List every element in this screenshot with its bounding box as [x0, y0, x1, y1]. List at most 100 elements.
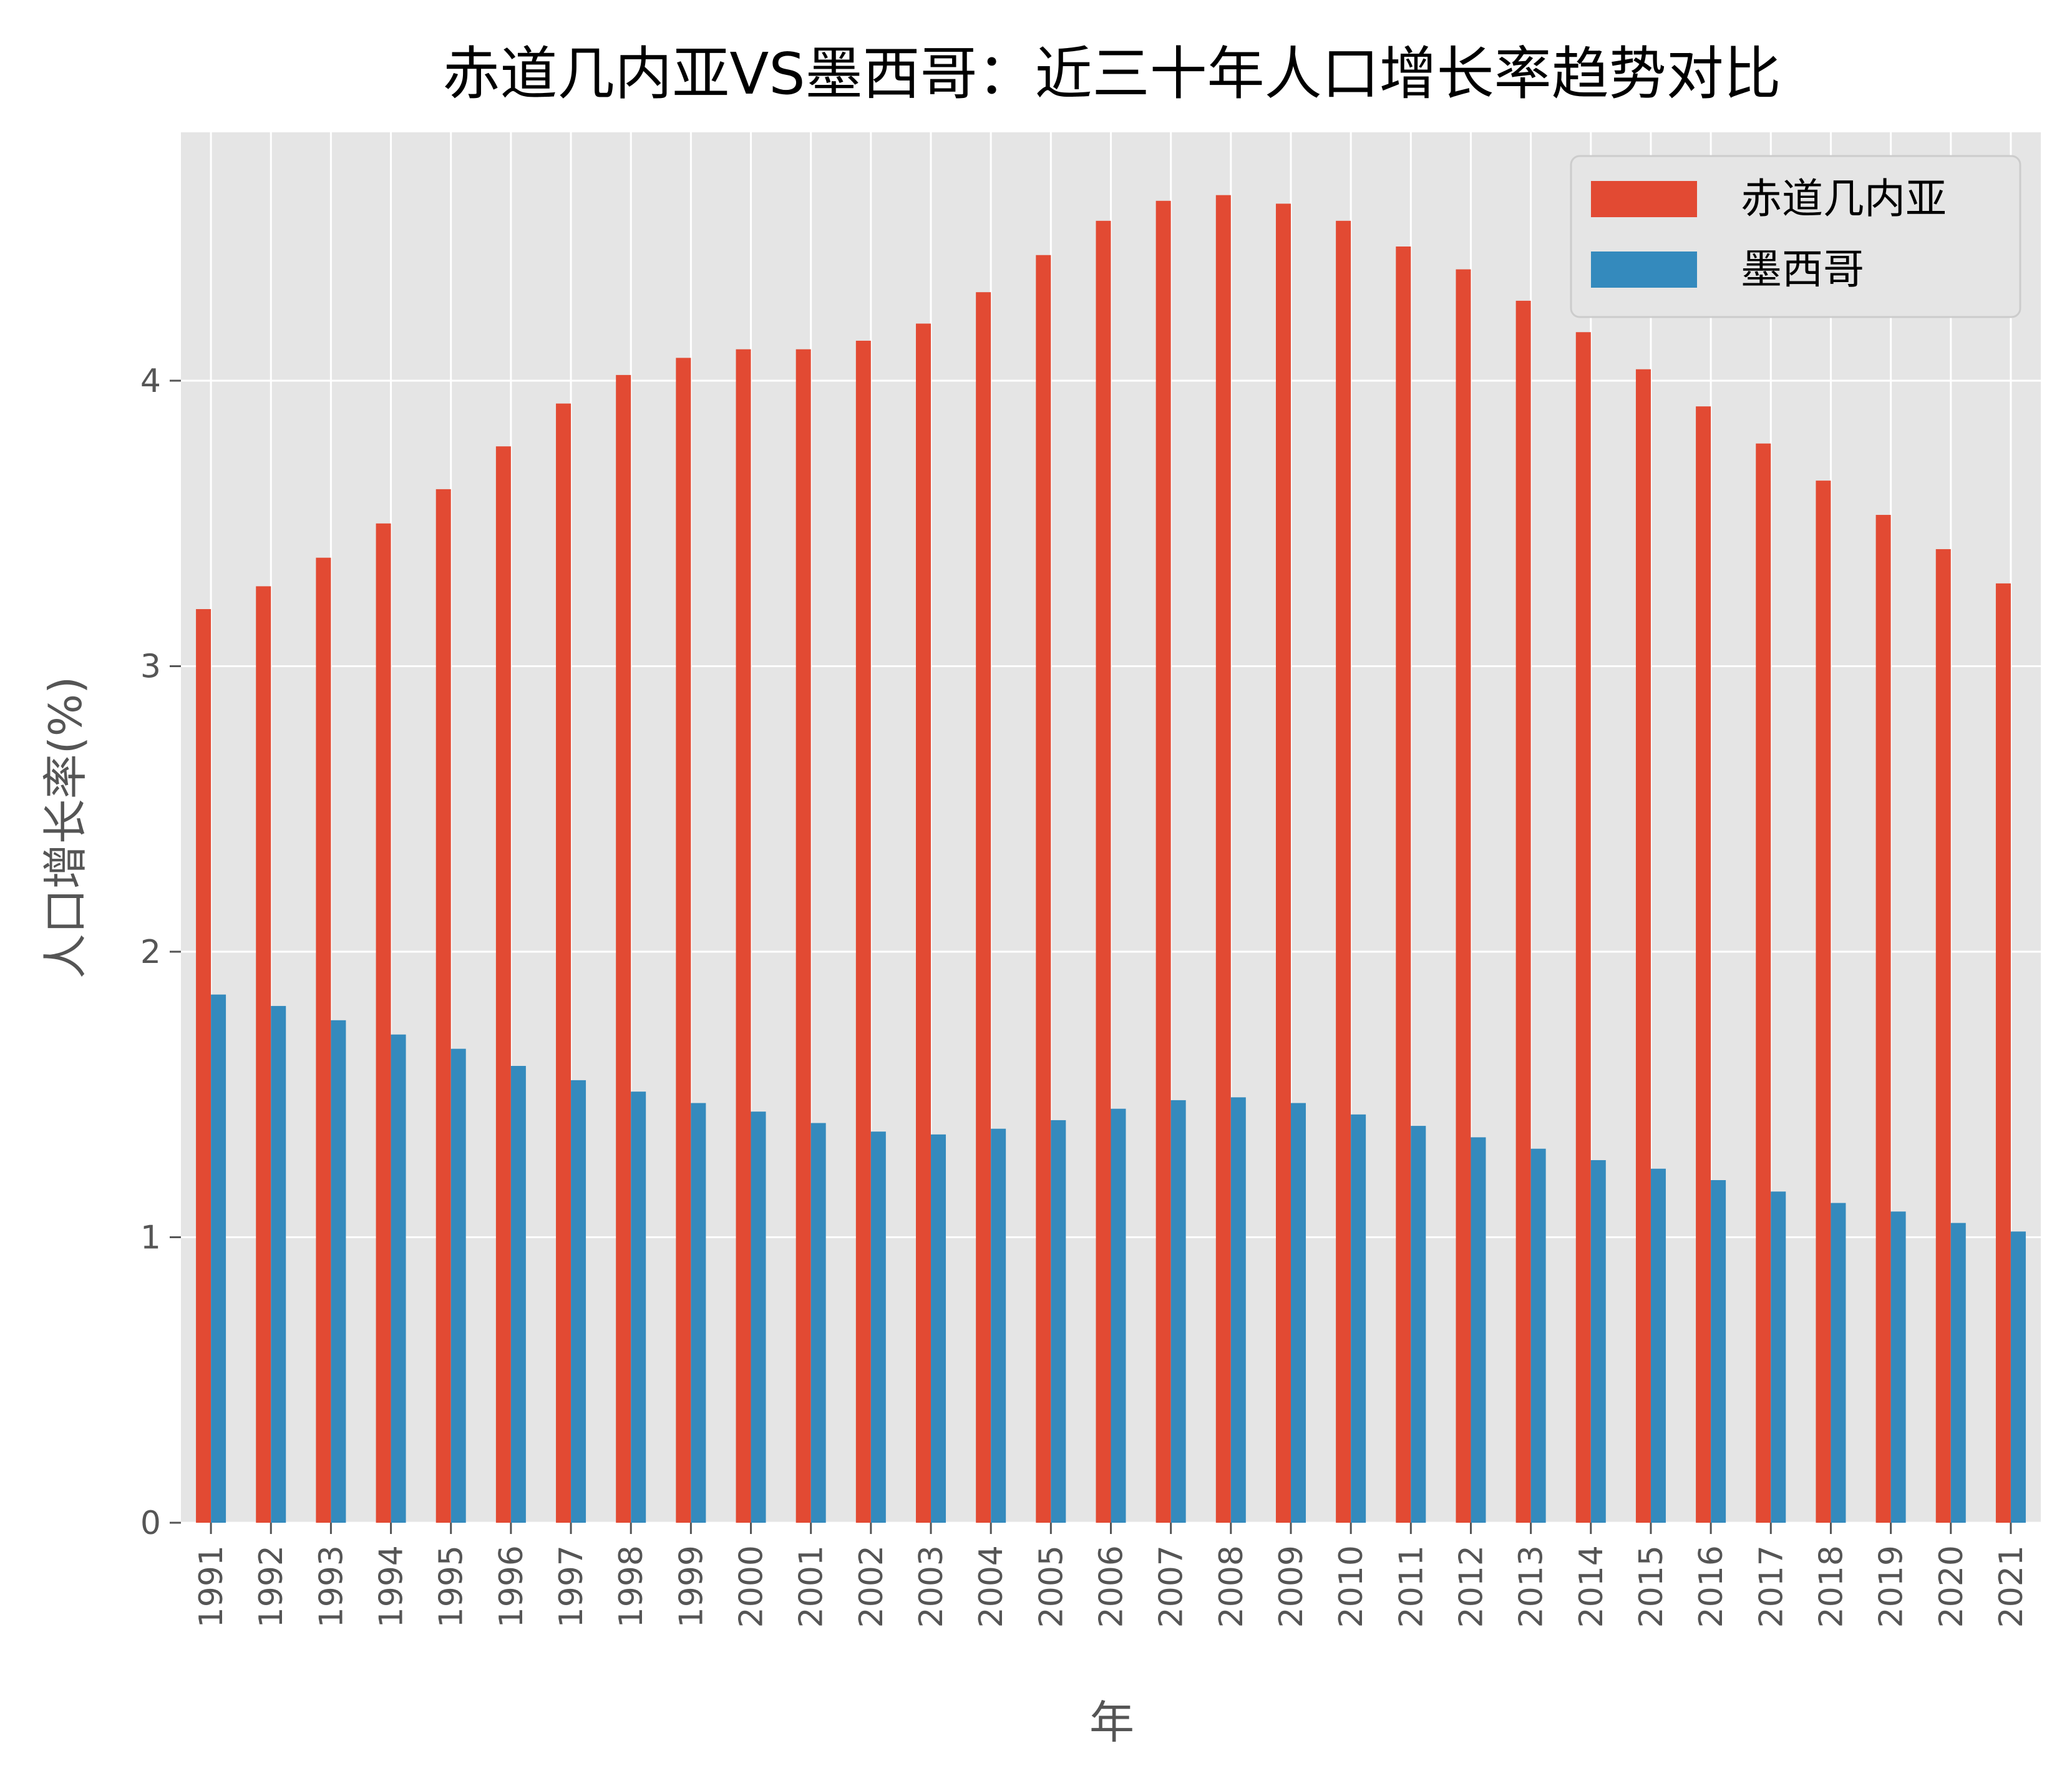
bar-mexico	[810, 1123, 826, 1523]
bar-equatorial-guinea	[556, 403, 572, 1523]
chart-title: 赤道几内亚VS墨西哥：近三十年人口增长率趋势对比	[442, 41, 1781, 107]
bar-equatorial-guinea	[1155, 200, 1171, 1523]
x-tick-label: 1994	[373, 1545, 411, 1628]
bar-equatorial-guinea	[1336, 220, 1351, 1523]
bar-mexico	[691, 1103, 706, 1523]
bar-equatorial-guinea	[1756, 443, 1771, 1523]
bar-equatorial-guinea	[1275, 203, 1291, 1523]
bar-equatorial-guinea	[1515, 300, 1531, 1523]
bar-mexico	[1831, 1203, 1846, 1523]
x-tick-label: 2016	[1693, 1545, 1730, 1628]
bar-mexico	[1411, 1126, 1426, 1523]
x-tick-label: 2001	[793, 1545, 830, 1628]
legend-swatch-mexico	[1591, 252, 1697, 288]
x-tick-label: 2007	[1153, 1545, 1190, 1628]
bar-mexico	[1711, 1180, 1726, 1523]
x-tick-label: 2020	[1933, 1545, 1970, 1628]
bar-equatorial-guinea	[736, 349, 751, 1523]
x-tick-label: 2009	[1273, 1545, 1310, 1628]
x-tick-label: 1993	[313, 1545, 350, 1628]
bar-mexico	[391, 1034, 406, 1523]
bar-mexico	[1351, 1114, 1366, 1523]
x-tick-label: 2017	[1753, 1545, 1790, 1628]
bar-mexico	[1290, 1103, 1306, 1523]
x-tick-label: 2014	[1573, 1545, 1610, 1628]
legend-label-mexico: 墨西哥	[1741, 245, 1864, 293]
bar-equatorial-guinea	[916, 323, 931, 1523]
x-axis: 1991 1992 1993 1994 1995 1996 1997 1998 1999 2000…	[193, 1523, 2030, 1628]
bar-equatorial-guinea	[495, 446, 511, 1523]
legend-label-equatorial-guinea: 赤道几内亚	[1741, 175, 1947, 223]
bar-mexico	[1650, 1168, 1666, 1523]
bar-mexico	[510, 1066, 526, 1523]
x-tick-label: 2013	[1513, 1545, 1550, 1628]
y-tick-label: 1	[140, 1219, 161, 1257]
bar-mexico	[931, 1134, 946, 1523]
legend-swatch-equatorial-guinea	[1591, 181, 1697, 217]
bar-mexico	[1170, 1100, 1186, 1523]
x-tick-label: 2018	[1812, 1545, 1850, 1628]
x-tick-label: 2019	[1873, 1545, 1910, 1628]
x-tick-label: 1991	[193, 1545, 230, 1628]
bar-equatorial-guinea	[1215, 195, 1231, 1523]
x-tick-label: 1995	[433, 1545, 470, 1628]
y-tick-label: 3	[140, 648, 161, 686]
bar-mexico	[211, 994, 226, 1523]
x-tick-label: 1999	[673, 1545, 710, 1628]
x-axis-label: 年	[1089, 1696, 1134, 1749]
x-tick-label: 2015	[1633, 1545, 1670, 1628]
bar-mexico	[271, 1005, 286, 1523]
bar-mexico	[1771, 1191, 1786, 1523]
bar-mexico	[331, 1020, 346, 1523]
bar-mexico	[1111, 1108, 1126, 1523]
x-tick-label: 1997	[553, 1545, 590, 1628]
x-tick-label: 2006	[1093, 1545, 1131, 1628]
x-tick-label: 1992	[253, 1545, 290, 1628]
x-tick-label: 2005	[1033, 1545, 1070, 1628]
x-tick-label: 2010	[1333, 1545, 1370, 1628]
bar-equatorial-guinea	[1096, 220, 1111, 1523]
bar-equatorial-guinea	[616, 374, 631, 1523]
x-tick-label: 1996	[493, 1545, 530, 1628]
bar-equatorial-guinea	[1456, 269, 1471, 1523]
bar-mexico	[450, 1048, 466, 1523]
bar-equatorial-guinea	[1875, 515, 1891, 1523]
bar-mexico	[1051, 1120, 1066, 1523]
bar-equatorial-guinea	[1696, 406, 1711, 1523]
y-axis: 0 1 2 3 4	[140, 363, 181, 1542]
bar-mexico	[1230, 1097, 1246, 1523]
x-tick-label: 2002	[853, 1545, 890, 1628]
bar-equatorial-guinea	[1995, 583, 2011, 1523]
x-tick-label: 2003	[913, 1545, 950, 1628]
bar-equatorial-guinea	[435, 489, 451, 1523]
bar-equatorial-guinea	[376, 523, 391, 1523]
x-tick-label: 1998	[613, 1545, 650, 1628]
x-tick-label: 2004	[973, 1545, 1010, 1628]
y-tick-label: 0	[140, 1505, 161, 1542]
bar-mexico	[1590, 1160, 1606, 1523]
y-tick-label: 4	[140, 363, 161, 400]
bar-equatorial-guinea	[1036, 255, 1051, 1523]
bar-equatorial-guinea	[676, 358, 691, 1523]
bar-mexico	[1890, 1211, 1906, 1523]
bar-mexico	[2010, 1231, 2026, 1523]
x-tick-label: 2011	[1393, 1545, 1430, 1628]
x-tick-label: 2008	[1213, 1545, 1250, 1628]
y-tick-label: 2	[140, 934, 161, 971]
bar-mexico	[751, 1111, 766, 1523]
bar-equatorial-guinea	[316, 557, 331, 1523]
bar-equatorial-guinea	[1816, 481, 1831, 1523]
bar-equatorial-guinea	[1935, 549, 1951, 1523]
legend: 赤道几内亚 墨西哥	[1570, 155, 2021, 318]
bar-mexico	[991, 1128, 1006, 1523]
y-axis-label: 人口增长率(%)	[39, 676, 92, 979]
bar-mexico	[1471, 1137, 1486, 1523]
bar-equatorial-guinea	[1635, 369, 1651, 1523]
bar-equatorial-guinea	[795, 349, 811, 1523]
x-tick-label: 2000	[733, 1545, 771, 1628]
bar-equatorial-guinea	[1396, 246, 1411, 1523]
bar-mexico	[571, 1080, 586, 1523]
bar-equatorial-guinea	[855, 340, 871, 1523]
bar-equatorial-guinea	[1575, 332, 1591, 1523]
